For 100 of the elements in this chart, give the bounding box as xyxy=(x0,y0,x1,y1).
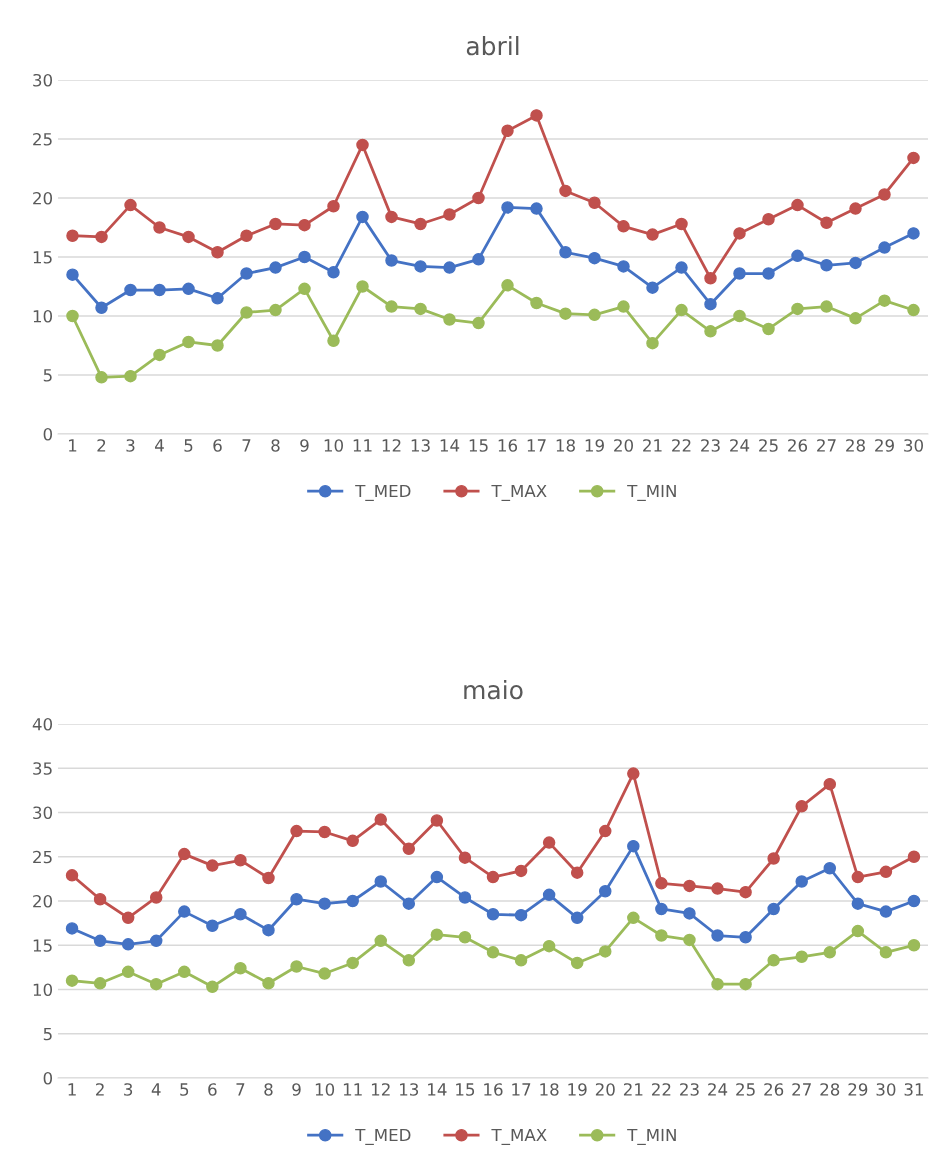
point xyxy=(733,227,746,240)
x-tick-label: 30 xyxy=(876,1083,896,1096)
point xyxy=(385,254,398,267)
x-tick-label: 21 xyxy=(643,439,662,452)
point xyxy=(472,316,485,330)
y-tick-label: 40 xyxy=(32,717,53,731)
point xyxy=(530,109,543,122)
point xyxy=(851,897,865,910)
y-tick-label: 35 xyxy=(33,762,52,775)
point xyxy=(588,251,601,265)
x-tick-label: 10 xyxy=(315,1083,335,1096)
point xyxy=(655,902,668,916)
x-tick-label: 16 xyxy=(484,1083,503,1096)
point xyxy=(269,261,282,274)
x-tick-label: 5 xyxy=(184,439,193,452)
point xyxy=(733,309,746,323)
point xyxy=(356,210,369,224)
point xyxy=(675,303,688,317)
point xyxy=(262,923,275,937)
point xyxy=(762,322,775,336)
point xyxy=(65,922,79,935)
x-tick-label: 9 xyxy=(300,439,309,452)
chart-title: maio xyxy=(464,680,523,700)
point xyxy=(646,336,659,350)
point xyxy=(240,306,253,319)
point xyxy=(290,892,303,906)
point xyxy=(178,965,191,979)
point xyxy=(733,267,746,280)
point xyxy=(617,220,630,233)
point xyxy=(675,217,688,231)
point xyxy=(327,266,340,279)
point xyxy=(823,946,837,959)
x-tick-label: 5 xyxy=(180,1083,189,1096)
point xyxy=(298,282,311,296)
point xyxy=(907,894,921,908)
point xyxy=(93,977,107,990)
x-tick-label: 7 xyxy=(236,1083,245,1096)
point xyxy=(501,279,514,292)
point xyxy=(356,280,369,293)
point xyxy=(879,946,893,959)
point xyxy=(95,230,108,244)
y-tick-label: 5 xyxy=(43,369,52,382)
point xyxy=(206,980,219,994)
point xyxy=(93,934,107,948)
y-tick-label: 30 xyxy=(33,73,53,87)
x-tick-label: 19 xyxy=(585,439,604,452)
point xyxy=(767,902,780,916)
point xyxy=(559,307,572,320)
x-tick-label: 22 xyxy=(652,1083,671,1096)
point xyxy=(211,339,224,352)
point xyxy=(346,956,359,970)
point xyxy=(530,296,543,310)
point xyxy=(486,870,500,884)
legend-label: T_MED xyxy=(355,484,411,501)
point xyxy=(414,260,427,273)
point xyxy=(711,977,724,991)
point xyxy=(65,869,79,882)
point xyxy=(851,924,865,938)
x-tick-label: 29 xyxy=(848,1083,868,1096)
x-tick-label: 17 xyxy=(527,439,546,452)
point xyxy=(402,897,416,910)
x-tick-label: 24 xyxy=(708,1083,728,1096)
x-tick-label: 8 xyxy=(264,1083,273,1096)
point xyxy=(124,369,137,383)
point xyxy=(501,124,514,137)
y-tick-label: 0 xyxy=(43,1071,53,1085)
point xyxy=(683,933,696,947)
point xyxy=(414,302,427,316)
point xyxy=(675,261,688,274)
point xyxy=(704,325,717,338)
point xyxy=(443,261,456,274)
point xyxy=(66,229,79,243)
point xyxy=(211,292,224,305)
point xyxy=(655,877,668,890)
x-tick-label: 29 xyxy=(875,439,894,452)
point xyxy=(627,767,640,780)
point xyxy=(739,977,752,991)
x-tick-label: 23 xyxy=(680,1083,699,1096)
point xyxy=(234,854,247,867)
point xyxy=(262,977,275,990)
point xyxy=(121,911,135,925)
point xyxy=(290,960,303,973)
x-tick-label: 18 xyxy=(556,439,575,452)
point xyxy=(182,230,195,244)
point xyxy=(486,908,500,921)
point xyxy=(121,938,135,951)
chart-title: abril xyxy=(466,36,519,56)
point xyxy=(240,229,253,243)
x-tick-label: 6 xyxy=(208,1083,217,1096)
point xyxy=(234,908,247,921)
x-tick-label: 23 xyxy=(701,439,720,452)
x-tick-label: 15 xyxy=(456,1083,475,1096)
point xyxy=(149,934,163,948)
y-tick-label: 20 xyxy=(33,191,53,205)
x-tick-label: 26 xyxy=(788,439,808,452)
point xyxy=(617,300,630,313)
point xyxy=(385,300,398,313)
point xyxy=(402,842,416,856)
legend-label: T_MAX xyxy=(491,484,547,501)
point xyxy=(211,246,224,259)
